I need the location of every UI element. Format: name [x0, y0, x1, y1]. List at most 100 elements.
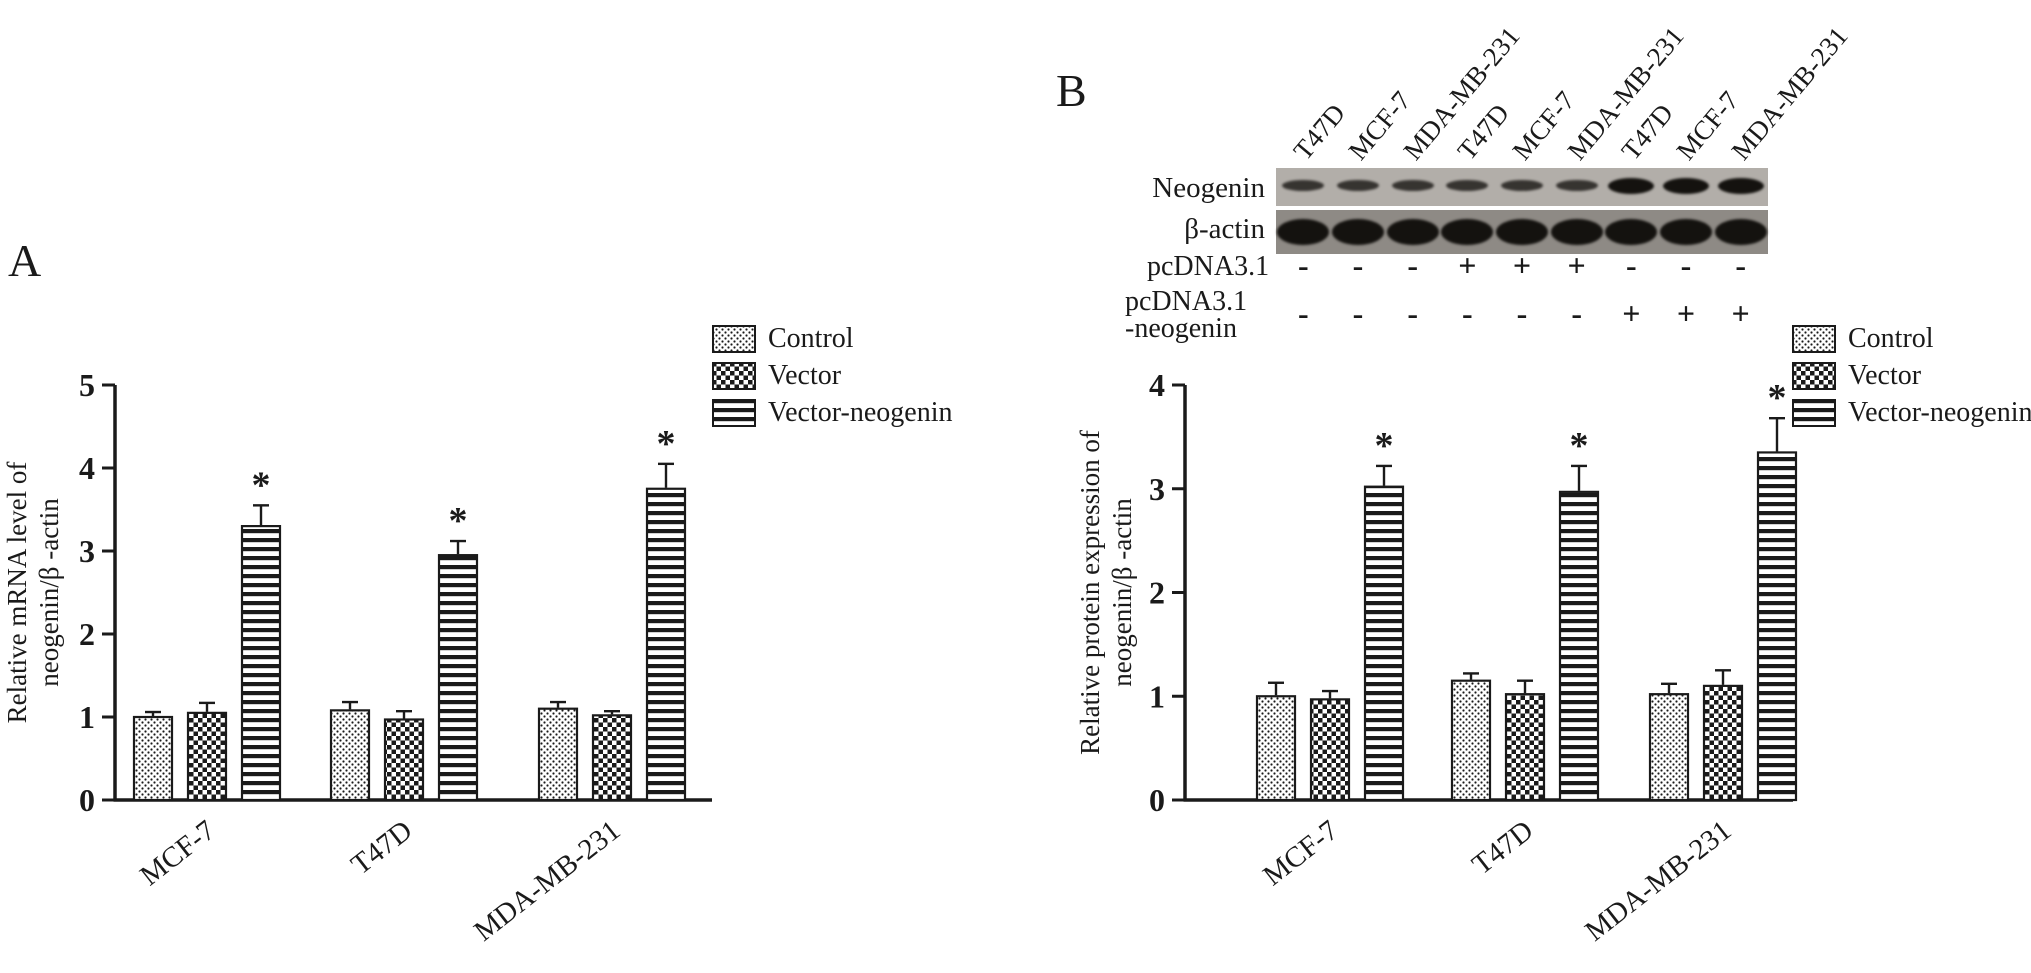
significance-asterisk: *	[1570, 425, 1589, 467]
panel-a-legend: Control Vector Vector-neogenin	[712, 320, 952, 431]
treatment-sign: +	[1458, 247, 1477, 283]
legend-label-control: Control	[1848, 322, 1934, 354]
treatment-label-line-2: -neogenin	[1125, 313, 1237, 344]
bar	[1363, 485, 1405, 802]
blot-row-label-beta-actin: β-actin	[1184, 213, 1265, 245]
bar	[1255, 695, 1297, 802]
treatment-sign: +	[1731, 295, 1750, 331]
legend-item-vector-neogenin: Vector-neogenin	[1792, 394, 2031, 431]
protein-band	[1714, 219, 1767, 245]
y-tick-label: 4	[79, 450, 95, 486]
significance-asterisk: *	[1768, 377, 1787, 419]
treatment-sign: -	[1352, 247, 1364, 283]
y-tick-label: 0	[1149, 782, 1165, 818]
treatment-label-line-1: pcDNA3.1	[1125, 286, 1248, 317]
protein-band	[1660, 219, 1712, 245]
protein-band	[1391, 180, 1434, 191]
blot-strip-neogenin	[1276, 168, 1768, 206]
bar	[1702, 684, 1744, 802]
protein-band	[1496, 219, 1548, 245]
y-axis-label: neogenin/β -actin	[1107, 498, 1137, 687]
category-label: MDA-MB-231	[468, 814, 626, 947]
significance-asterisk: *	[449, 500, 468, 542]
lane-label: MDA-MB-231	[1725, 21, 1854, 166]
legend-label-control: Control	[768, 322, 854, 354]
protein-band	[1446, 180, 1489, 191]
control-pattern-swatch-icon	[712, 324, 756, 353]
bar	[1504, 693, 1546, 802]
protein-band	[1332, 219, 1384, 245]
control-pattern-swatch-icon	[1792, 324, 1836, 353]
category-label: MCF-7	[134, 814, 221, 892]
panel-b-label: B	[1056, 65, 1087, 116]
bar	[240, 525, 282, 802]
vector-pattern-swatch-icon	[1792, 361, 1836, 390]
category-label: T47D	[345, 814, 418, 881]
treatment-sign: -	[1735, 247, 1746, 283]
legend-item-vector-neogenin: Vector-neogenin	[712, 394, 952, 431]
bar	[132, 715, 174, 802]
y-tick-label: 1	[1149, 678, 1165, 714]
blot-row-label-neogenin: Neogenin	[1152, 172, 1265, 204]
protein-band	[1717, 178, 1764, 194]
protein-band	[1605, 219, 1658, 245]
bar	[383, 718, 425, 802]
panel-b-legend: Control Vector Vector-neogenin	[1792, 320, 2031, 431]
bar	[1450, 679, 1492, 802]
bar	[591, 714, 633, 802]
treatment-sign: -	[1462, 295, 1473, 331]
legend-label-vector: Vector	[768, 359, 842, 391]
treatment-sign: -	[1407, 295, 1418, 331]
bar	[1309, 698, 1351, 802]
significance-asterisk: *	[657, 423, 676, 465]
bar	[1648, 693, 1690, 802]
category-label: T47D	[1466, 814, 1539, 881]
treatment-sign: -	[1298, 295, 1309, 331]
protein-band	[1337, 180, 1379, 191]
protein-band	[1277, 219, 1330, 245]
y-tick-label: 3	[79, 533, 95, 569]
protein-band	[1282, 180, 1325, 191]
treatment-sign: -	[1352, 295, 1364, 331]
bar	[645, 487, 687, 802]
treatment-sign: -	[1626, 247, 1637, 283]
category-label: MCF-7	[1257, 814, 1344, 892]
legend-item-control: Control	[712, 320, 952, 357]
treatment-sign: +	[1622, 295, 1641, 331]
y-axis-label: Relative mRNA level of	[2, 462, 32, 724]
bar	[537, 707, 579, 802]
treatment-sign: -	[1407, 247, 1418, 283]
protein-band	[1663, 178, 1709, 194]
vector-neogenin-pattern-swatch-icon	[712, 398, 756, 427]
category-label: MDA-MB-231	[1579, 814, 1737, 947]
panel-a-bar-chart: 0 1 2 3 4 5 Relative mRNA level of neogenin/β -…	[2, 367, 712, 948]
treatment-sign: -	[1298, 247, 1309, 283]
legend-item-vector: Vector	[1792, 357, 2031, 394]
vector-neogenin-pattern-swatch-icon	[1792, 398, 1836, 427]
legend-item-control: Control	[1792, 320, 2031, 357]
y-tick-label: 5	[79, 367, 95, 403]
treatment-label-pcdna31-neogenin: pcDNA3.1 -neogenin	[1125, 286, 1248, 344]
protein-band	[1441, 219, 1494, 245]
significance-asterisk: *	[252, 464, 271, 506]
y-tick-label: 4	[1149, 367, 1165, 403]
bar	[329, 709, 371, 802]
legend-label-vector: Vector	[1848, 359, 1922, 391]
protein-band	[1501, 180, 1543, 191]
bar	[1558, 490, 1600, 802]
bar	[186, 711, 228, 802]
legend-label-vector-neogenin: Vector-neogenin	[1848, 396, 2031, 428]
significance-asterisk: *	[1375, 425, 1394, 467]
bar	[1756, 451, 1798, 802]
y-tick-label: 3	[1149, 471, 1165, 507]
treatment-sign: +	[1567, 247, 1586, 283]
panel-b-bar-chart: 0 1 2 3 4 Relative protein expression of neoge…	[1075, 367, 1798, 948]
y-tick-label: 2	[79, 616, 95, 652]
bar	[437, 554, 479, 802]
protein-band	[1608, 178, 1655, 194]
blot-strip-beta-actin	[1276, 210, 1768, 254]
protein-band	[1386, 219, 1439, 245]
protein-band	[1550, 219, 1603, 245]
treatment-sign: +	[1512, 247, 1532, 283]
